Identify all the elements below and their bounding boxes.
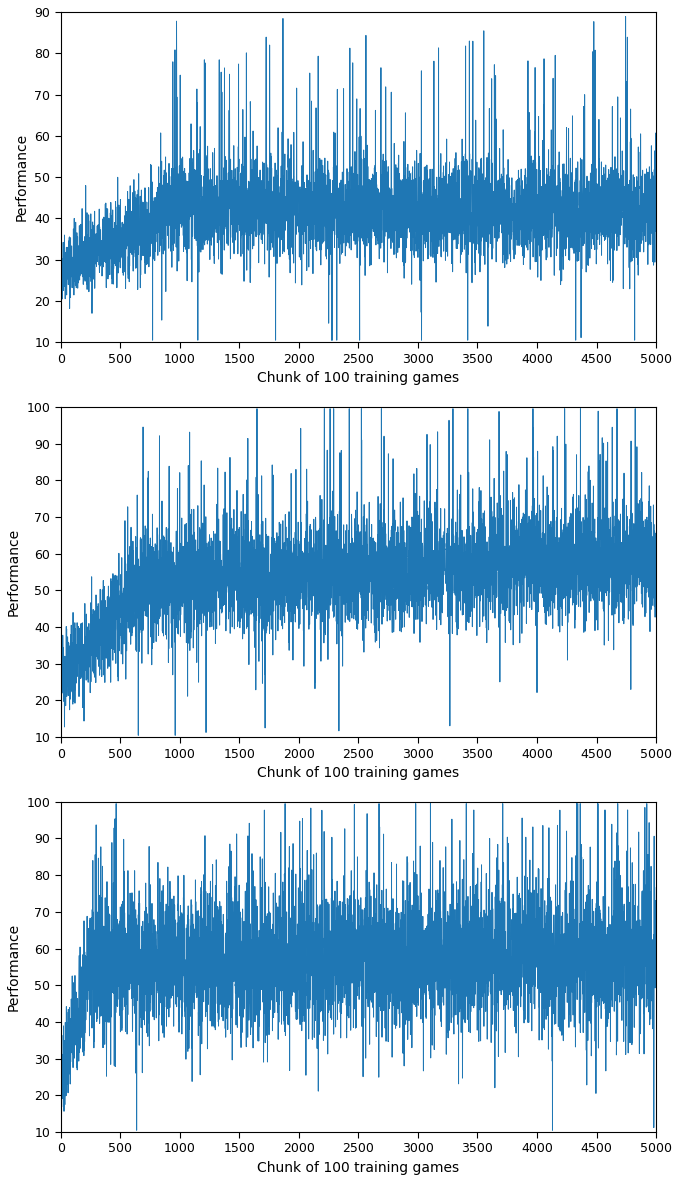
X-axis label: Chunk of 100 training games: Chunk of 100 training games [257,1161,460,1175]
X-axis label: Chunk of 100 training games: Chunk of 100 training games [257,766,460,780]
Y-axis label: Performance: Performance [7,923,21,1011]
X-axis label: Chunk of 100 training games: Chunk of 100 training games [257,371,460,385]
Y-axis label: Performance: Performance [7,528,21,616]
Y-axis label: Performance: Performance [15,134,29,221]
